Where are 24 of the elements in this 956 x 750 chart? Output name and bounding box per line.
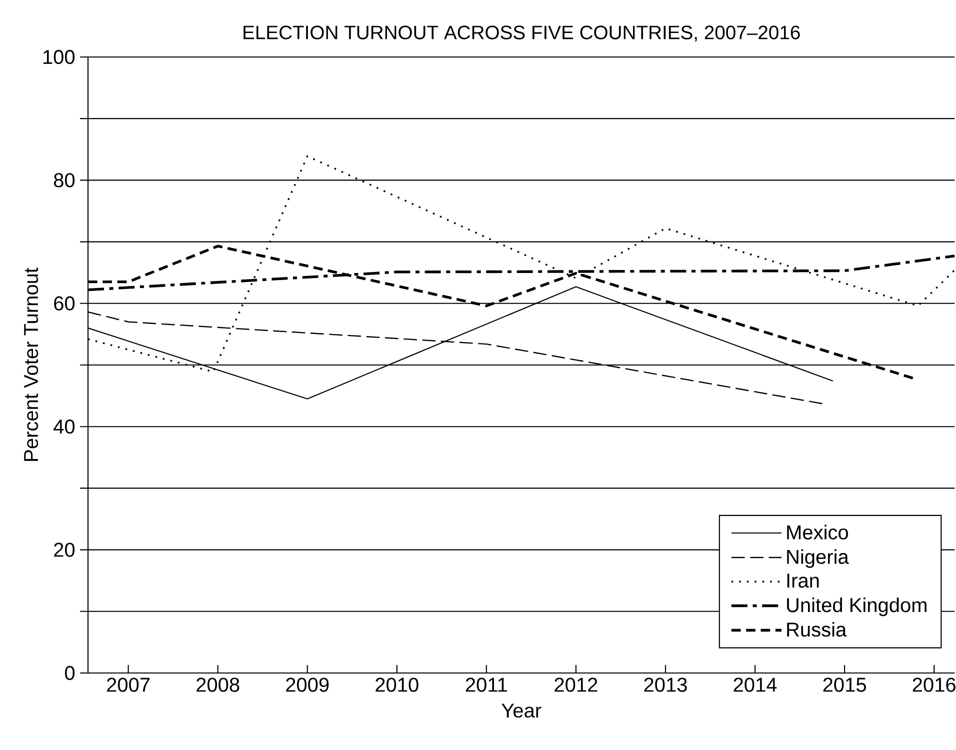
legend-label: Russia	[787, 622, 847, 637]
y-tick-label: 100	[43, 50, 75, 64]
x-tick-label: 2009	[286, 678, 329, 692]
y-axis-title: Percent Voter Turnout	[24, 268, 38, 461]
y-tick-label: 60	[54, 296, 75, 310]
y-tick-label: 80	[54, 173, 75, 188]
x-tick-label: 2012	[554, 678, 598, 692]
x-tick-label: 2013	[644, 678, 687, 692]
x-tick-label: 2014	[734, 678, 777, 692]
y-tick-label: 40	[54, 420, 75, 434]
x-tick-label: 2007	[107, 678, 150, 692]
y-tick-label: 0	[64, 666, 75, 680]
x-axis-title: Year	[502, 704, 542, 718]
x-tick-label: 2011	[466, 678, 507, 692]
x-tick-label: 2008	[196, 678, 240, 692]
chart-title: ELECTION TURNOUT ACROSS FIVE COUNTRIES, 2007–2016	[244, 26, 800, 42]
x-tick-label: 2010	[376, 678, 418, 692]
y-tick-label: 20	[54, 542, 75, 557]
legend-label: Mexico	[787, 524, 848, 540]
legend-label: United Kingdom	[787, 598, 926, 616]
legend-label: Iran	[787, 574, 819, 588]
x-tick-label: 2016	[912, 678, 956, 692]
x-tick-label: 2015	[823, 678, 866, 692]
legend-label: Nigeria	[787, 549, 849, 568]
